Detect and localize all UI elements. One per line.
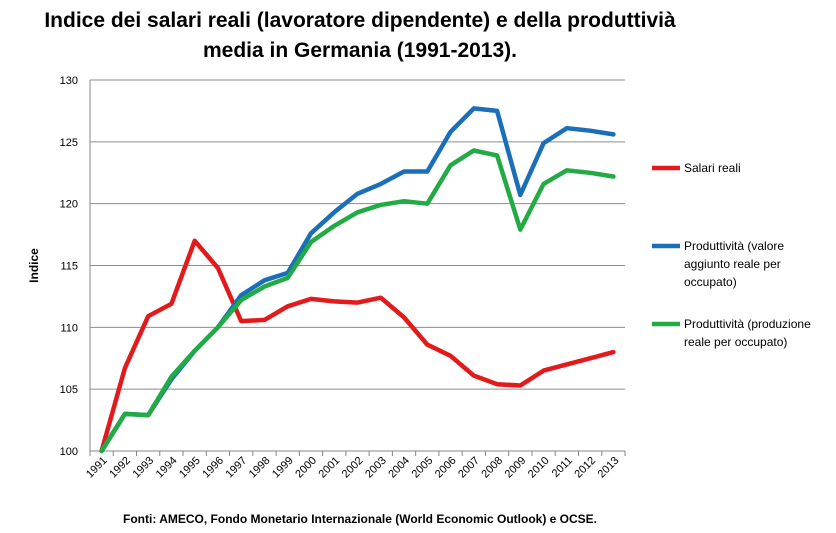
legend-label-2-line-3: occupato) — [684, 275, 737, 289]
legend-label-3-line-1: Produttività (produzione — [684, 317, 811, 331]
x-tick-label-2004: 2004 — [386, 455, 412, 481]
y-tick-label-100: 100 — [60, 446, 78, 458]
x-tick-label-2009: 2009 — [503, 455, 529, 481]
x-tick-label-1993: 1993 — [130, 455, 156, 481]
x-tick-label-2001: 2001 — [317, 455, 343, 481]
x-tick-label-1994: 1994 — [154, 455, 180, 481]
legend: Salari reali Produttività (valore aggiunto… — [652, 161, 811, 349]
y-tick-label-130: 130 — [60, 75, 78, 87]
series-lines — [99, 106, 616, 454]
x-tick-label-1996: 1996 — [200, 455, 226, 481]
x-tick-label-2008: 2008 — [479, 455, 505, 481]
x-tick-label-2005: 2005 — [410, 455, 436, 481]
chart-title-line-2: media in Germania (1991-2013). — [203, 39, 517, 62]
series-line-1 — [99, 238, 616, 454]
legend-label-1-line-1: Salari reali — [684, 161, 741, 175]
x-tick-label-2006: 2006 — [433, 455, 459, 481]
source-note: Fonti: AMECO, Fondo Monetario Internazio… — [123, 512, 597, 526]
x-tick-label-1997: 1997 — [224, 455, 250, 481]
x-tick-label-1992: 1992 — [107, 455, 133, 481]
y-tick-label-125: 125 — [60, 137, 78, 149]
x-tick-label-2007: 2007 — [456, 455, 482, 481]
chart-title-line-1: Indice dei salari reali (lavoratore dipe… — [44, 9, 676, 32]
gridlines — [90, 79, 625, 452]
legend-label-2-line-2: aggiunto reale per — [684, 257, 781, 271]
series-line-3 — [99, 148, 616, 454]
y-tick-label-115: 115 — [60, 261, 78, 273]
legend-label-2-line-1: Produttività (valore — [684, 239, 784, 253]
x-tick-label-1999: 1999 — [270, 455, 296, 481]
legend-label-3-line-2: reale per occupato) — [684, 335, 787, 349]
x-tick-label-1991: 1991 — [84, 455, 110, 481]
y-tick-label-120: 120 — [60, 199, 78, 211]
y-tick-label-110: 110 — [60, 322, 78, 334]
x-tick-label-1995: 1995 — [177, 455, 203, 481]
x-tick-label-2011: 2011 — [550, 455, 575, 480]
chart-title: Indice dei salari reali (lavoratore dipe… — [0, 6, 720, 66]
x-tick-label-2003: 2003 — [363, 455, 389, 481]
axes: 1001051101151201251301991199219931994199… — [27, 75, 626, 481]
x-tick-label-1998: 1998 — [247, 455, 273, 481]
x-tick-label-2013: 2013 — [596, 455, 622, 481]
x-tick-label-2012: 2012 — [572, 455, 598, 481]
y-axis-title: Indice — [27, 248, 41, 283]
x-tick-label-2000: 2000 — [293, 455, 319, 481]
y-tick-label-105: 105 — [60, 384, 78, 396]
x-tick-label-2002: 2002 — [340, 455, 366, 481]
x-tick-label-2010: 2010 — [526, 455, 552, 481]
